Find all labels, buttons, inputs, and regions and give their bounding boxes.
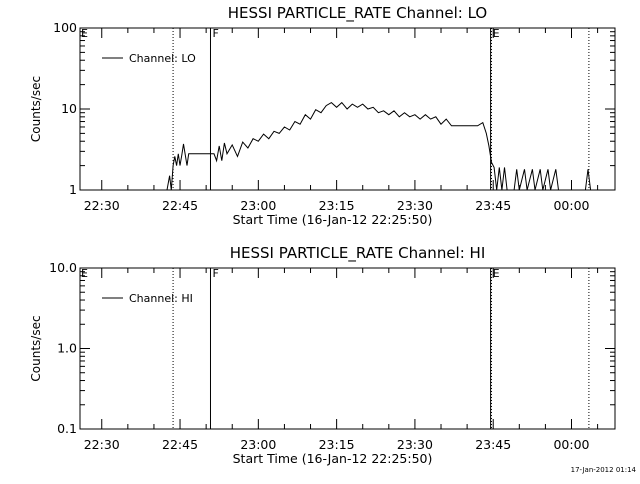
chart-panel-lo: HESSI PARTICLE_RATE Channel: LO Counts/se… bbox=[29, 4, 616, 227]
x-tick-label: 23:15 bbox=[319, 437, 355, 452]
y-tick-label: 1 bbox=[69, 182, 77, 197]
corner-label: E bbox=[81, 267, 88, 280]
legend-label: Channel: LO bbox=[129, 52, 196, 65]
series-line bbox=[166, 101, 592, 191]
y-axis-label: Counts/sec bbox=[29, 315, 43, 381]
x-tick-label: 23:00 bbox=[240, 437, 276, 452]
x-tick-label: 23:45 bbox=[475, 437, 511, 452]
corner-label: E bbox=[81, 27, 88, 40]
y-tick-label: 10 bbox=[61, 101, 77, 116]
marker-label: F bbox=[212, 27, 218, 40]
x-tick-label: 00:00 bbox=[553, 198, 589, 213]
figure-timestamp: 17-Jan-2012 01:14 bbox=[570, 466, 636, 474]
y-tick-label: 100 bbox=[53, 20, 77, 35]
chart-panel-hi: HESSI PARTICLE_RATE Channel: HI Counts/se… bbox=[29, 244, 616, 466]
y-tick-label: 1.0 bbox=[57, 341, 77, 356]
x-tick-label: 22:30 bbox=[84, 198, 120, 213]
x-tick-label: 23:45 bbox=[475, 198, 511, 213]
x-tick-label: 23:00 bbox=[240, 198, 276, 213]
x-tick-label: 23:15 bbox=[319, 198, 355, 213]
marker-label: F bbox=[212, 267, 218, 280]
chart-title: HESSI PARTICLE_RATE Channel: LO bbox=[228, 4, 487, 23]
x-tick-label: 23:30 bbox=[397, 198, 433, 213]
x-tick-label: 23:30 bbox=[397, 437, 433, 452]
chart-title: HESSI PARTICLE_RATE Channel: HI bbox=[230, 244, 486, 263]
x-tick-label: 22:30 bbox=[84, 437, 120, 452]
y-tick-label: 0.1 bbox=[57, 421, 77, 436]
marker-label: E bbox=[493, 27, 500, 40]
marker-label: E bbox=[493, 267, 500, 280]
x-tick-label: 22:45 bbox=[162, 198, 198, 213]
x-axis-label: Start Time (16-Jan-12 22:25:50) bbox=[233, 451, 433, 466]
x-axis-label: Start Time (16-Jan-12 22:25:50) bbox=[233, 212, 433, 227]
legend-label: Channel: HI bbox=[129, 292, 193, 305]
y-tick-label: 10.0 bbox=[49, 260, 77, 275]
x-tick-label: 00:00 bbox=[553, 437, 589, 452]
y-axis-label: Counts/sec bbox=[29, 76, 43, 142]
x-tick-label: 22:45 bbox=[162, 437, 198, 452]
